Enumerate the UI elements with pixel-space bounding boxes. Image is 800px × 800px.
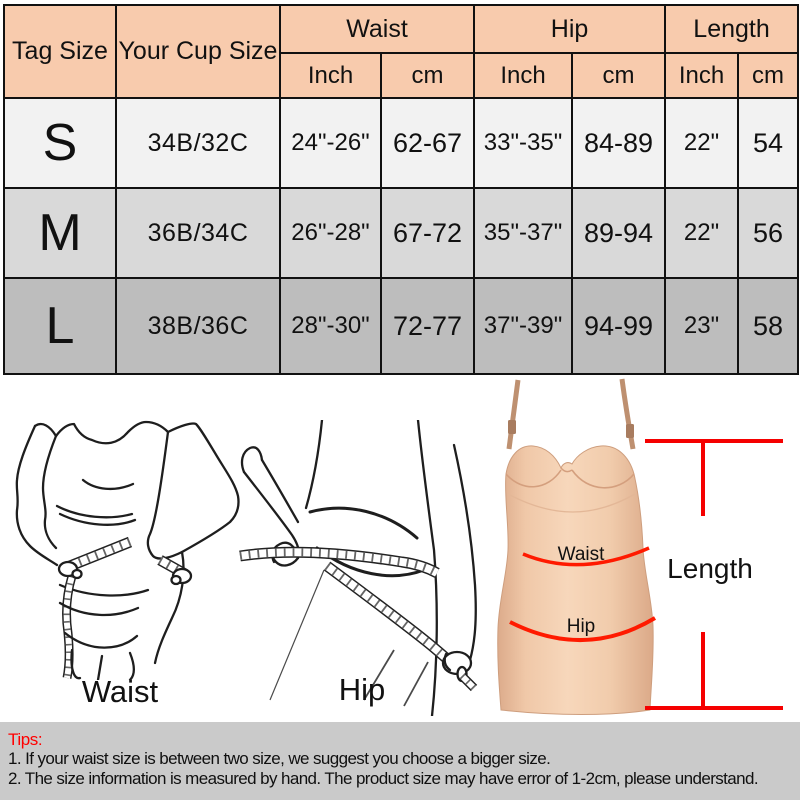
cell-tag: S — [3, 97, 117, 189]
subheader-hip-inch: Inch — [473, 52, 574, 99]
length-measure-bottom-bar — [645, 706, 783, 710]
waist-figure-label: Waist — [81, 674, 159, 709]
cell-hip-inch: 33"-35" — [473, 97, 574, 189]
cell-waist-inch: 28"-30" — [279, 277, 382, 375]
subheader-waist-cm: cm — [379, 52, 476, 99]
cell-length-cm: 54 — [737, 97, 800, 189]
length-measure-top-tick — [701, 439, 705, 516]
table-row-size-m: M 36B/34C 26"-28" 67-72 35"-37" 89-94 22… — [3, 187, 800, 279]
cell-length-cm: 56 — [737, 187, 800, 279]
cell-hip-inch: 37"-39" — [473, 277, 574, 375]
cell-hip-cm: 94-99 — [571, 277, 667, 375]
strap-adjuster-left — [508, 420, 516, 434]
col-header-length: Length — [664, 4, 800, 54]
cell-cup: 36B/34C — [115, 187, 281, 279]
tips-line-2: 2. The size information is measured by h… — [8, 768, 759, 788]
col-header-cup-size: Your Cup Size — [115, 4, 281, 99]
length-measure-bottom-tick — [701, 632, 705, 710]
cell-hip-cm: 84-89 — [571, 97, 667, 189]
garment-hip-line — [509, 616, 657, 643]
garment-hip-label: Hip — [567, 616, 596, 637]
shapewear-garment-image: Waist Hip — [497, 378, 657, 715]
subheader-hip-cm: cm — [571, 52, 667, 99]
table-row-size-l: L 38B/36C 28"-30" 72-77 37"-39" 94-99 23… — [3, 277, 800, 375]
cell-hip-inch: 35"-37" — [473, 187, 574, 279]
cell-length-inch: 22" — [664, 187, 740, 279]
length-measure-top-bar — [645, 439, 783, 443]
cell-waist-cm: 72-77 — [379, 277, 476, 375]
cell-tag: M — [3, 187, 117, 279]
cell-hip-cm: 89-94 — [571, 187, 667, 279]
waist-measure-illustration — [15, 420, 240, 680]
cell-waist-inch: 24"-26" — [279, 97, 382, 189]
cell-cup: 34B/32C — [115, 97, 281, 189]
cell-length-inch: 22" — [664, 97, 740, 189]
tips-line-1: 1. If your waist size is between two siz… — [8, 749, 551, 768]
hip-figure-label: Hip — [338, 672, 386, 707]
length-label: Length — [667, 553, 753, 584]
garment-waist-line — [522, 546, 650, 567]
strap-adjuster-right — [626, 424, 634, 438]
garment-strap-left — [506, 379, 521, 450]
cell-waist-inch: 26"-28" — [279, 187, 382, 279]
col-header-waist: Waist — [278, 4, 476, 54]
tips-title: Tips: — [8, 730, 43, 749]
garment-waist-label: Waist — [558, 544, 606, 565]
cell-waist-cm: 62-67 — [379, 97, 476, 189]
subheader-waist-inch: Inch — [279, 52, 382, 99]
cell-waist-cm: 67-72 — [379, 187, 476, 279]
cell-length-inch: 23" — [664, 277, 740, 375]
cell-tag: L — [3, 277, 117, 375]
size-table: Tag Size Your Cup Size Waist Hip Length … — [3, 4, 800, 375]
col-header-tag-size: Tag Size — [3, 4, 117, 99]
garment-strap-right — [619, 378, 636, 450]
cell-length-cm: 58 — [737, 277, 800, 375]
subheader-length-cm: cm — [737, 52, 800, 99]
col-header-hip: Hip — [473, 4, 667, 54]
hip-measure-illustration — [239, 420, 478, 716]
tips-section: Tips: 1. If your waist size is between t… — [0, 722, 800, 800]
cell-cup: 38B/36C — [115, 277, 281, 375]
subheader-length-inch: Inch — [664, 52, 740, 99]
table-row-size-s: S 34B/32C 24"-26" 62-67 33"-35" 84-89 22… — [3, 97, 800, 189]
